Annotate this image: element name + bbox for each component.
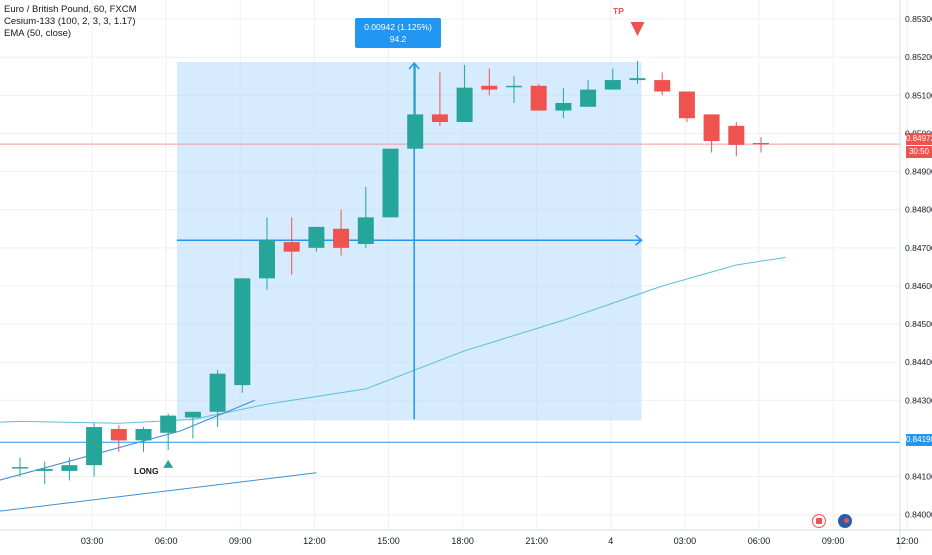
x-tick-label: 03:00 [674, 536, 697, 546]
candle-body [382, 148, 399, 218]
tp-label: TP [613, 6, 624, 16]
indicator-ema: EMA (50, close) [4, 28, 72, 39]
candle-body [678, 91, 695, 119]
candle-body [12, 467, 28, 469]
current-price-tag: 0.84972 [906, 133, 932, 145]
time-axis: 03:00 06:00 09:00 12:00 15:00 18:00 21:00 4 03:0… [0, 529, 932, 546]
x-tick-label: 12:00 [896, 536, 919, 546]
x-tick-label: 09:00 [822, 536, 845, 546]
candle-body [604, 80, 621, 90]
candle-body [36, 468, 53, 471]
candle-body [86, 427, 103, 466]
x-tick-label: 4 [608, 536, 613, 546]
symbol-title: Euro / British Pound, 60, FXCM [4, 4, 137, 15]
candle-body [530, 85, 547, 111]
candle-body [580, 89, 597, 107]
candle-body [308, 226, 325, 248]
measure-tooltip: 0.00942 (1.125%) 94.2 18 bars, 18h [355, 18, 441, 56]
candles [12, 61, 769, 485]
candle-body [654, 80, 671, 92]
candle-body [753, 142, 769, 145]
countdown-tag: 30:50 [906, 146, 932, 158]
current-price-value: 0.84972 [906, 134, 932, 143]
candle-body [506, 85, 522, 88]
x-tick-label: 21:00 [525, 536, 548, 546]
countdown-value: 30:50 [908, 147, 930, 156]
candle-body [728, 125, 745, 145]
indicator-cesium: Cesium-133 (100, 2, 3, 3, 1.17) [4, 16, 136, 27]
x-tick-label: 03:00 [81, 536, 104, 546]
candle-body [456, 87, 473, 123]
candle-body [135, 428, 152, 441]
candle-body [555, 102, 572, 111]
level-price-tag: 0.84190 [906, 434, 932, 446]
tp-arrow-icon [630, 22, 645, 36]
candle-body [703, 114, 720, 142]
flag-icon[interactable] [812, 514, 826, 528]
long-arrow-icon [163, 459, 174, 468]
measure-bars: 18 bars, 18h [374, 46, 422, 56]
candle-body [209, 373, 226, 412]
measure-arrow-right [635, 234, 643, 246]
candle-body [110, 428, 127, 441]
markers [163, 22, 645, 468]
measure-change: 0.00942 (1.125%) 94.2 [364, 22, 432, 44]
level-price-value: 0.84190 [906, 435, 932, 444]
x-tick-label: 06:00 [155, 536, 178, 546]
chart-legend: Euro / British Pound, 60, FXCM Cesium-13… [4, 4, 137, 40]
measure-arrow-up [408, 61, 420, 70]
candle-body [234, 278, 251, 386]
candle-body [283, 242, 300, 252]
x-tick-label: 12:00 [303, 536, 326, 546]
x-tick-label: 15:00 [377, 536, 400, 546]
candle-body [431, 114, 448, 123]
candle-body [184, 411, 201, 418]
candle-body [357, 217, 374, 245]
long-label: LONG [134, 466, 159, 476]
x-tick-label: 09:00 [229, 536, 252, 546]
trend-line-2 [0, 472, 317, 512]
ema-line [0, 256, 786, 424]
candle-body [61, 465, 78, 471]
x-tick-label: 06:00 [748, 536, 771, 546]
candle-body [407, 114, 424, 149]
x-tick-label: 18:00 [451, 536, 474, 546]
candle-body [629, 78, 646, 81]
news-icon[interactable] [838, 514, 852, 528]
candle-body [333, 228, 350, 248]
candle-body [481, 85, 498, 90]
candle-body [259, 240, 275, 279]
candle-body [160, 415, 177, 433]
